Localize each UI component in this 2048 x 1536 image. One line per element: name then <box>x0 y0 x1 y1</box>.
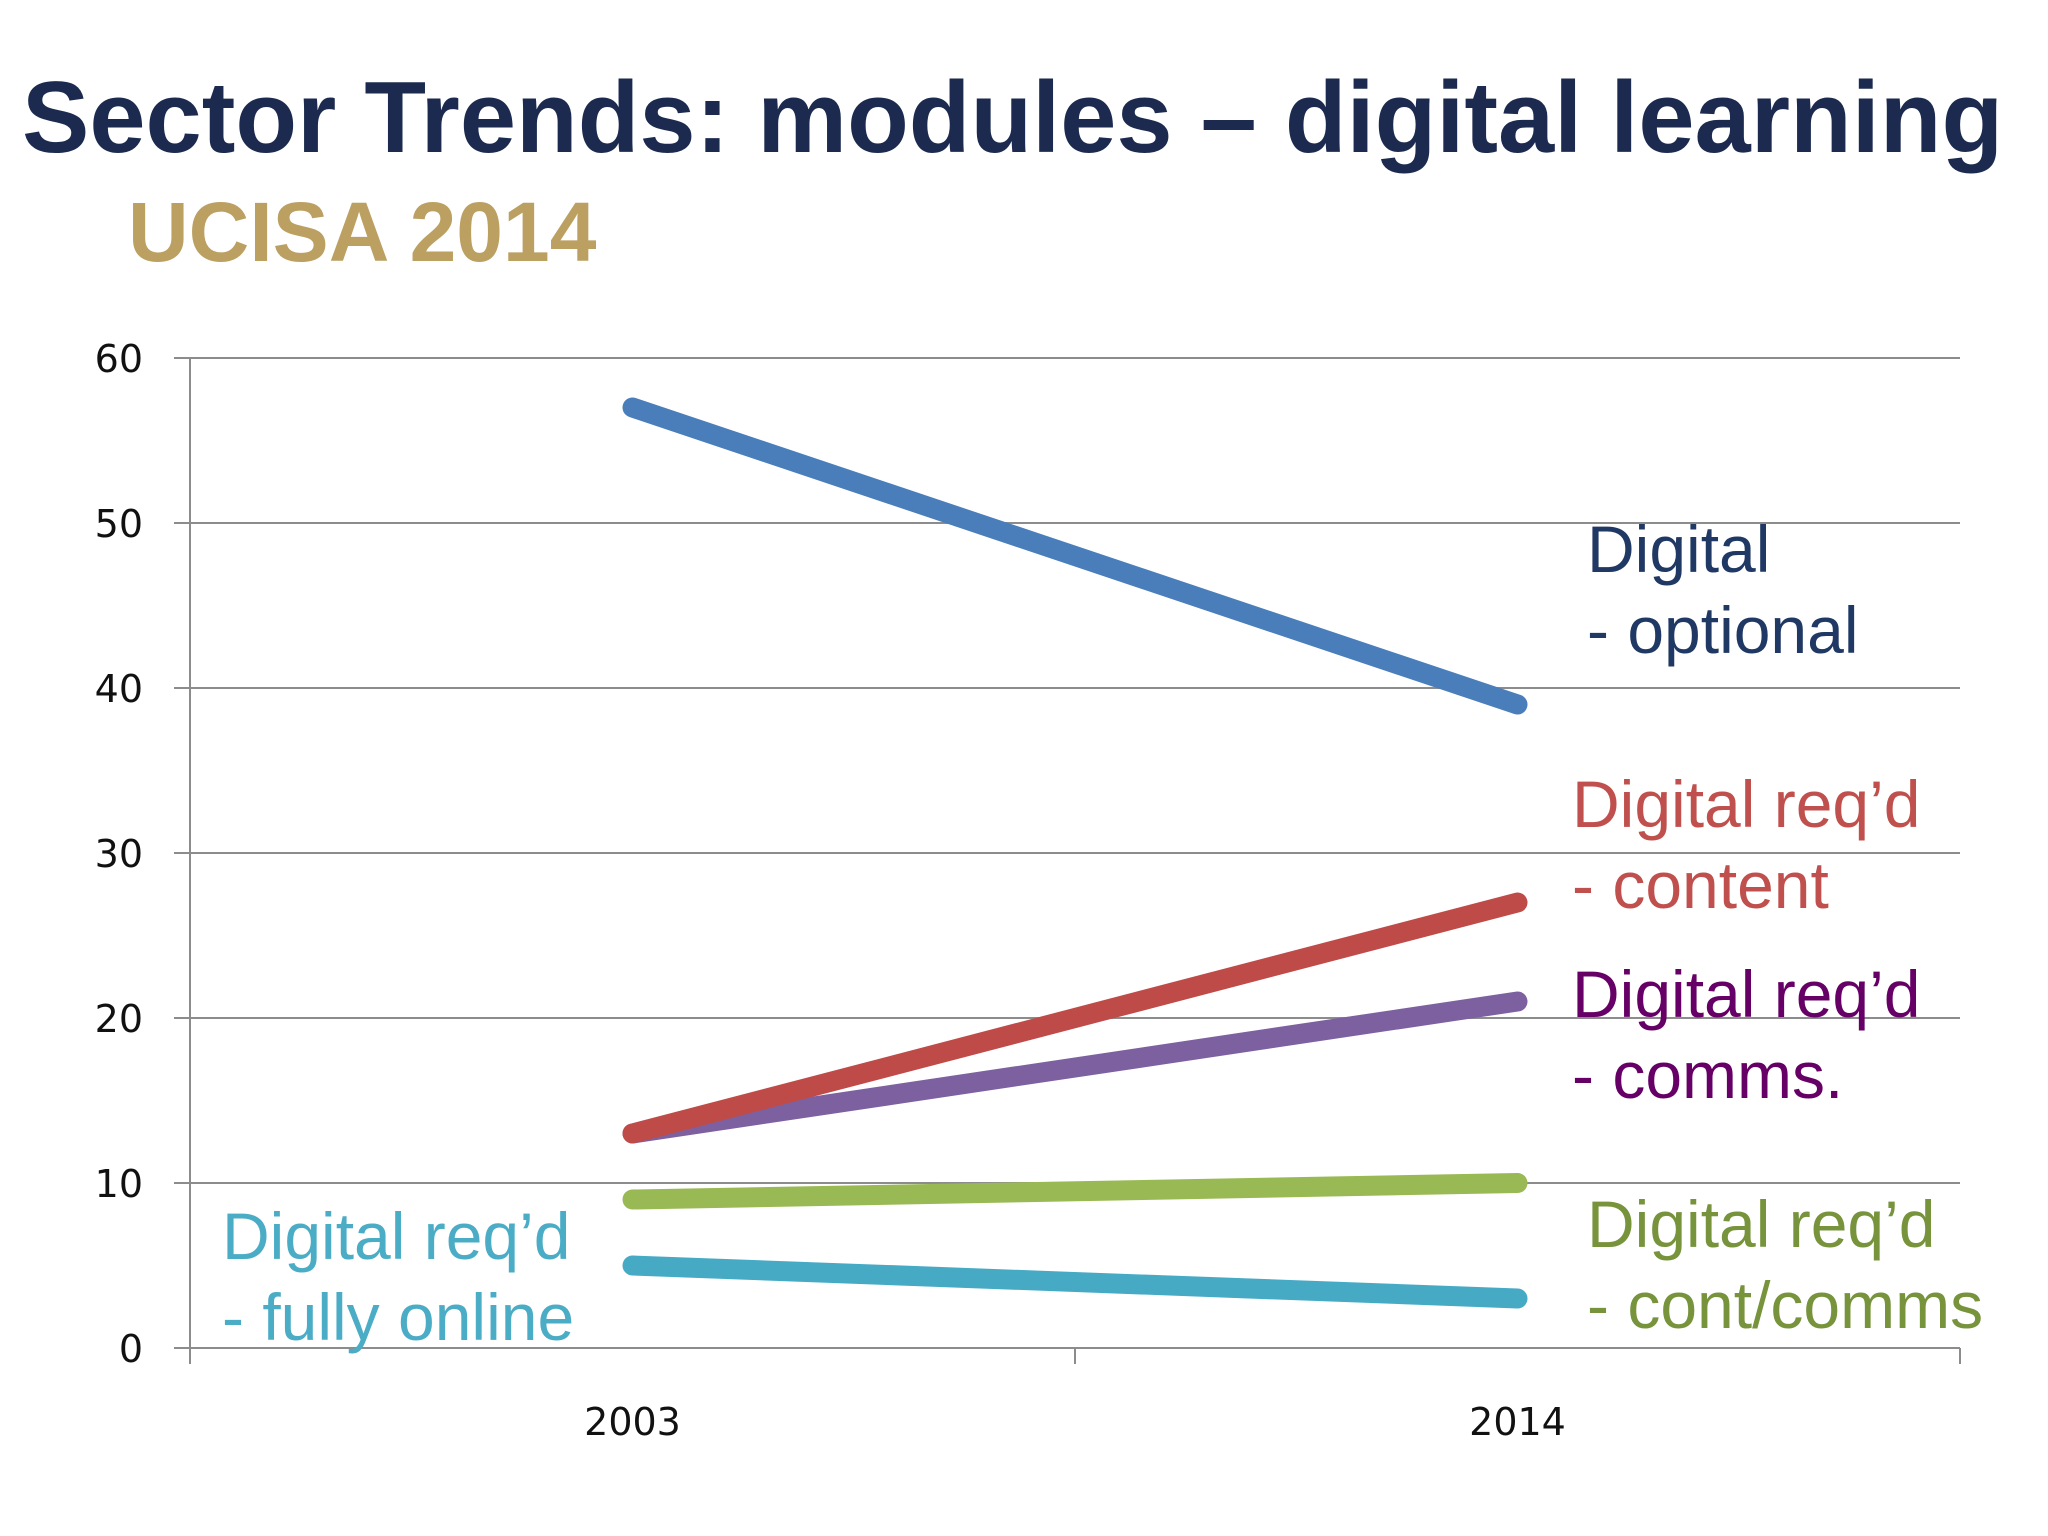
series-label-line: - optional <box>1587 593 1859 667</box>
y-axis: 0 10 20 30 40 50 60 <box>95 337 191 1371</box>
series-label-line: - cont/comms <box>1587 1268 1983 1342</box>
y-tick-label: 0 <box>119 1327 143 1371</box>
series-label-digital-req-d-content: Digital req’d- content <box>1572 767 1921 922</box>
x-tick-label: 2014 <box>1469 1400 1566 1444</box>
series-label-digital-optional: Digital- optional <box>1587 512 1859 667</box>
series-line-digital-req-d-content <box>622 892 1528 1144</box>
x-tick-label: 2003 <box>584 1400 681 1444</box>
slide-title: Sector Trends: modules – digital learnin… <box>22 62 2004 174</box>
series-label-line: Digital req’d <box>1572 767 1921 841</box>
series-label-line: Digital req’d <box>1587 1187 1936 1261</box>
series-line-digital-req-d-fully-online <box>622 1255 1528 1309</box>
y-tick-label: 40 <box>95 667 143 711</box>
y-tick-label: 60 <box>95 337 143 381</box>
slide-subtitle: UCISA 2014 <box>128 185 597 279</box>
series-label-digital-req-d-fully-online: Digital req’d- fully online <box>222 1199 574 1354</box>
series-line-digital-req-d-cont-comms <box>622 1173 1528 1210</box>
x-axis: 2003 2014 <box>174 1347 1961 1444</box>
series-label-line: - content <box>1572 848 1829 922</box>
series-label-line: - fully online <box>222 1280 574 1354</box>
series-lines <box>622 397 1528 1309</box>
series-label-line: Digital req’d <box>222 1199 571 1273</box>
series-line-digital-optional <box>622 397 1528 715</box>
series-line-digital-req-d-comms <box>622 991 1528 1144</box>
y-tick-label: 30 <box>95 832 143 876</box>
y-tick-label: 10 <box>95 1162 143 1206</box>
y-tick-label: 50 <box>95 502 143 546</box>
series-label-line: Digital req’d <box>1572 957 1921 1031</box>
series-label-line: Digital <box>1587 512 1770 586</box>
series-label-digital-req-d-cont-comms: Digital req’d- cont/comms <box>1587 1187 1983 1342</box>
y-tick-label: 20 <box>95 997 143 1041</box>
series-label-digital-req-d-comms: Digital req’d- comms. <box>1572 957 1921 1112</box>
series-label-line: - comms. <box>1572 1038 1843 1112</box>
